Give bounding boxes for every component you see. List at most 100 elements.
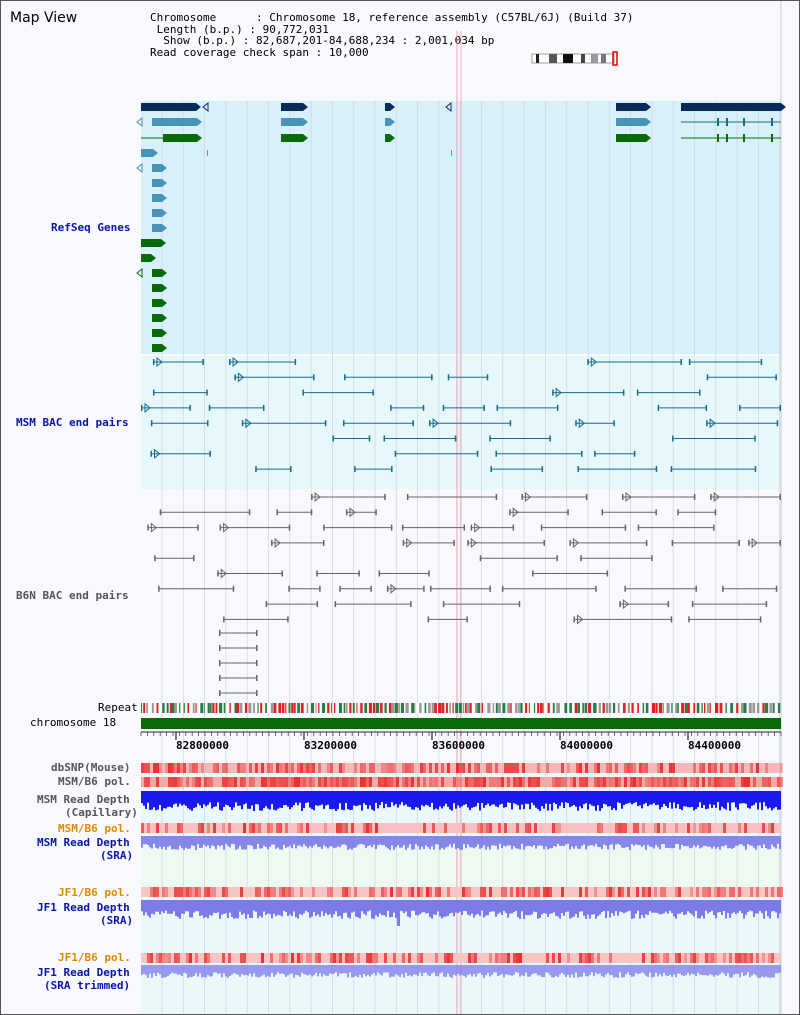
depth-bar bbox=[253, 965, 255, 974]
heat-cell bbox=[690, 887, 693, 897]
depth-bar bbox=[767, 900, 769, 917]
repeat-mark bbox=[234, 703, 238, 713]
msm-bac-pair-arrow bbox=[237, 372, 245, 383]
heat-cell bbox=[630, 777, 633, 787]
label-msm-read-depth-capillary[interactable]: MSM Read Depth bbox=[37, 793, 130, 806]
depth-bar bbox=[197, 836, 199, 845]
heat-cell bbox=[468, 777, 471, 787]
depth-bar bbox=[401, 791, 403, 803]
depth-bar bbox=[559, 965, 561, 975]
heat-cell bbox=[720, 777, 723, 787]
depth-bar bbox=[355, 900, 357, 917]
depth-bar bbox=[459, 900, 461, 912]
depth-bar bbox=[773, 965, 775, 978]
heat-cell bbox=[378, 777, 381, 787]
msm-bac-pair-end bbox=[577, 466, 579, 473]
label-jf1-b6-pol-trimmed[interactable]: JF1/B6 pol. bbox=[58, 951, 131, 964]
heat-cell bbox=[363, 763, 366, 773]
heat-cell bbox=[372, 763, 375, 773]
repeat-mark bbox=[752, 703, 756, 713]
depth-bar bbox=[471, 791, 473, 808]
depth-bar bbox=[685, 791, 687, 807]
depth-bar bbox=[527, 900, 529, 916]
depth-bar bbox=[649, 965, 651, 973]
depth-bar bbox=[225, 900, 227, 914]
b6n-bac-pair-arrow bbox=[576, 614, 584, 625]
depth-bar bbox=[357, 965, 359, 978]
gene-block bbox=[141, 149, 153, 157]
msm-bac-pair-end bbox=[141, 404, 143, 411]
label-chromosome[interactable]: chromosome 18 bbox=[30, 716, 117, 729]
label-jf1-read-depth-sra[interactable]: JF1 Read Depth bbox=[37, 901, 130, 914]
label-msm-read-depth-sra[interactable]: MSM Read Depth bbox=[37, 836, 130, 849]
heat-cell bbox=[327, 777, 330, 787]
heat-cell bbox=[696, 887, 699, 897]
depth-bar bbox=[699, 965, 701, 975]
depth-bar bbox=[709, 836, 711, 847]
heat-cell bbox=[636, 823, 639, 833]
depth-bar bbox=[685, 900, 687, 915]
depth-bar bbox=[491, 791, 493, 805]
depth-bar bbox=[625, 791, 627, 804]
depth-bar bbox=[619, 791, 621, 804]
depth-bar bbox=[725, 900, 727, 919]
depth-bar bbox=[237, 900, 239, 919]
depth-bar bbox=[333, 791, 335, 809]
depth-bar bbox=[211, 965, 213, 977]
region-info: Chromosome : Chromosome 18, reference as… bbox=[150, 11, 634, 59]
label-msm-b6-pol[interactable]: MSM/B6 pol. bbox=[58, 775, 131, 788]
depth-bar bbox=[435, 965, 437, 977]
heat-cell bbox=[276, 763, 279, 773]
label-dbsnp[interactable]: dbSNP(Mouse) bbox=[51, 761, 131, 774]
label-b6n-bac-end-pairs[interactable]: B6N BAC end pairs bbox=[16, 589, 129, 602]
depth-bar bbox=[737, 900, 739, 913]
depth-bar bbox=[315, 791, 317, 806]
b6n-bac-pair-end bbox=[479, 555, 482, 562]
depth-bar bbox=[775, 965, 777, 974]
depth-bar bbox=[185, 791, 187, 806]
label-msm-b6-pol-sra[interactable]: MSM/B6 pol. bbox=[58, 822, 131, 835]
depth-bar bbox=[417, 836, 419, 847]
heat-cell bbox=[765, 777, 768, 787]
heat-cell bbox=[177, 763, 180, 773]
depth-bar bbox=[205, 836, 207, 847]
depth-bar bbox=[401, 900, 403, 912]
label-jf1-b6-pol[interactable]: JF1/B6 pol. bbox=[58, 886, 131, 899]
depth-bar bbox=[377, 900, 379, 917]
depth-bar bbox=[571, 791, 573, 807]
repeat-mark bbox=[556, 703, 560, 713]
depth-bar bbox=[359, 965, 361, 975]
depth-bar bbox=[625, 900, 627, 913]
heat-cell bbox=[717, 887, 720, 897]
depth-bar bbox=[417, 965, 419, 976]
heat-cell bbox=[204, 953, 207, 963]
msm-bac-pair-end bbox=[613, 420, 615, 427]
depth-bar bbox=[207, 791, 209, 805]
depth-bar bbox=[227, 965, 229, 978]
label-repeat[interactable]: Repeat bbox=[98, 701, 138, 714]
depth-bar bbox=[345, 965, 347, 974]
heat-cell bbox=[297, 953, 300, 963]
heat-cell bbox=[567, 763, 570, 773]
heat-cell bbox=[363, 777, 366, 787]
label-refseq-genes[interactable]: RefSeq Genes bbox=[51, 221, 131, 234]
msm-bac-pair-end bbox=[262, 404, 265, 411]
repeat-mark bbox=[156, 703, 159, 713]
depth-bar bbox=[497, 965, 499, 977]
repeat-mark bbox=[419, 703, 422, 713]
depth-bar bbox=[437, 965, 439, 977]
heat-cell bbox=[528, 823, 531, 833]
depth-bar bbox=[289, 965, 291, 974]
depth-bar bbox=[747, 900, 749, 912]
depth-bar bbox=[243, 836, 245, 850]
heat-cell bbox=[285, 887, 288, 897]
depth-bar bbox=[551, 900, 553, 914]
repeat-mark bbox=[364, 703, 368, 713]
heat-cell bbox=[657, 777, 660, 787]
label-msm-bac-end-pairs[interactable]: MSM BAC end pairs bbox=[16, 416, 129, 429]
depth-bar bbox=[403, 791, 405, 806]
depth-bar bbox=[151, 836, 153, 849]
label-jf1-read-depth-trimmed[interactable]: JF1 Read Depth bbox=[37, 966, 130, 979]
depth-bar bbox=[489, 900, 491, 912]
depth-bar bbox=[379, 836, 381, 845]
